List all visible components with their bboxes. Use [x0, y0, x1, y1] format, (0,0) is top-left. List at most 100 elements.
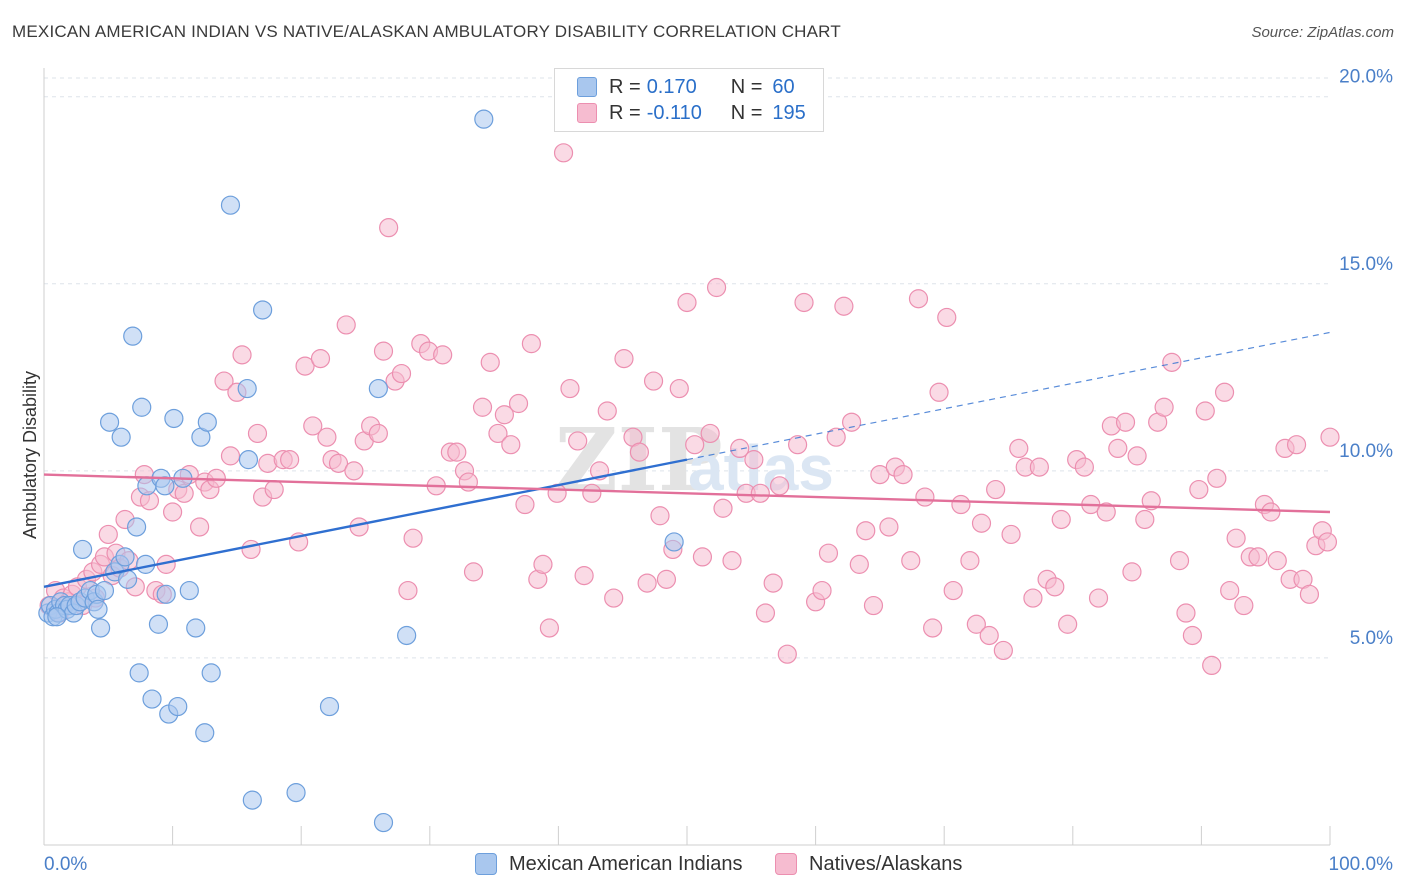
data-point-natives-alaskans	[842, 412, 862, 432]
data-point-natives-alaskans	[966, 614, 986, 634]
bottom-legend-label-pink: Natives/Alaskans	[809, 852, 963, 875]
data-point-mexican-american-indians	[186, 618, 206, 638]
legend-n-label: N =	[730, 75, 763, 98]
data-point-natives-alaskans	[643, 371, 664, 391]
data-point-natives-alaskans	[979, 625, 999, 646]
series-mexican-american-indians	[38, 109, 684, 833]
data-point-natives-alaskans	[533, 554, 553, 574]
legend-row-blue: R = 0.170 N = 60	[577, 74, 795, 100]
data-point-natives-alaskans	[1299, 584, 1320, 604]
data-point-natives-alaskans	[730, 438, 750, 459]
data-point-natives-alaskans	[472, 397, 493, 417]
data-point-mexican-american-indians	[368, 378, 388, 399]
data-point-natives-alaskans	[494, 405, 514, 425]
data-point-natives-alaskans	[1127, 446, 1147, 466]
data-point-mexican-american-indians	[319, 696, 340, 717]
legend-n-value: 195	[772, 101, 806, 124]
data-point-natives-alaskans	[1189, 479, 1209, 500]
data-point-natives-alaskans	[1195, 401, 1215, 421]
data-point-natives-alaskans	[597, 401, 617, 421]
data-point-natives-alaskans	[1096, 502, 1116, 522]
data-point-mexican-american-indians	[474, 109, 494, 129]
data-point-natives-alaskans	[1267, 551, 1287, 571]
data-point-natives-alaskans	[1226, 528, 1246, 548]
data-point-mexican-american-indians	[238, 450, 259, 470]
data-point-mexican-american-indians	[94, 580, 115, 601]
data-point-natives-alaskans	[317, 427, 337, 447]
data-point-mexican-american-indians	[242, 790, 262, 810]
data-point-natives-alaskans	[1207, 468, 1227, 488]
data-point-natives-alaskans	[929, 382, 949, 402]
data-point-natives-alaskans	[398, 580, 418, 601]
data-point-natives-alaskans	[856, 521, 876, 541]
axis-labels: 5.0% 10.0% 15.0% 20.0% 0.0% 100.0% Ambulatory …	[20, 67, 1393, 875]
data-point-natives-alaskans	[1058, 614, 1078, 634]
data-point-natives-alaskans	[755, 603, 776, 623]
data-point-natives-alaskans	[650, 506, 670, 526]
legend-r-label: R =	[609, 101, 641, 124]
data-point-natives-alaskans	[685, 435, 705, 455]
data-point-natives-alaskans	[220, 446, 241, 466]
data-point-mexican-american-indians	[90, 618, 111, 638]
data-point-natives-alaskans	[870, 464, 890, 485]
data-point-natives-alaskans	[310, 349, 331, 369]
data-point-natives-alaskans	[637, 573, 657, 593]
data-point-mexican-american-indians	[195, 723, 215, 743]
data-point-natives-alaskans	[744, 450, 764, 470]
trend-line-mexican-american-indians	[43, 458, 688, 589]
data-point-natives-alaskans	[1162, 352, 1182, 372]
data-point-natives-alaskans	[232, 345, 252, 365]
data-point-natives-alaskans	[458, 472, 478, 492]
data-point-mexican-american-indians	[168, 696, 188, 717]
data-point-natives-alaskans	[336, 315, 356, 335]
data-point-mexican-american-indians	[47, 607, 67, 627]
data-point-natives-alaskans	[190, 517, 210, 537]
data-point-natives-alaskans	[480, 352, 500, 372]
data-point-mexican-american-indians	[220, 195, 241, 215]
data-point-natives-alaskans	[568, 431, 588, 451]
data-point-natives-alaskans	[1320, 427, 1340, 447]
data-point-natives-alaskans	[214, 371, 234, 391]
data-point-natives-alaskans	[1317, 532, 1338, 552]
data-point-mexican-american-indians	[115, 547, 135, 567]
data-point-mexican-american-indians	[286, 783, 306, 803]
data-point-natives-alaskans	[1261, 502, 1281, 522]
data-point-natives-alaskans	[849, 554, 869, 574]
data-point-mexican-american-indians	[129, 663, 149, 683]
data-point-natives-alaskans	[993, 640, 1013, 661]
legend-n-label: N =	[730, 101, 763, 124]
data-point-natives-alaskans	[692, 547, 713, 567]
y-tick-label: 20.0%	[1339, 67, 1393, 88]
data-point-natives-alaskans	[893, 464, 913, 485]
data-point-natives-alaskans	[508, 393, 529, 414]
data-point-natives-alaskans	[433, 345, 453, 365]
data-point-natives-alaskans	[447, 442, 467, 462]
data-point-natives-alaskans	[1045, 577, 1065, 597]
y-tick-label: 15.0%	[1339, 254, 1393, 275]
y-tick-label: 10.0%	[1339, 441, 1393, 462]
data-point-natives-alaskans	[700, 423, 720, 444]
data-point-natives-alaskans	[1023, 588, 1043, 608]
data-point-natives-alaskans	[1029, 457, 1049, 477]
data-point-mexican-american-indians	[253, 300, 273, 320]
data-point-natives-alaskans	[960, 551, 980, 571]
data-point-natives-alaskans	[908, 289, 929, 309]
data-point-natives-alaskans	[986, 479, 1006, 500]
data-point-natives-alaskans	[264, 479, 284, 500]
data-point-natives-alaskans	[1088, 588, 1109, 608]
data-point-natives-alaskans	[1169, 551, 1190, 571]
data-point-natives-alaskans	[1176, 603, 1196, 623]
data-point-natives-alaskans	[1141, 491, 1161, 511]
data-point-natives-alaskans	[463, 562, 484, 582]
data-point-natives-alaskans	[1220, 580, 1240, 601]
data-point-natives-alaskans	[163, 502, 183, 522]
legend-swatch-pink	[577, 103, 597, 123]
y-axis-label: Ambulatory Disability	[20, 371, 40, 539]
legend: R = 0.170 N = 60 R = -0.110 N = 195	[554, 68, 824, 132]
data-point-mexican-american-indians	[148, 614, 169, 634]
data-point-natives-alaskans	[1182, 625, 1202, 646]
data-point-natives-alaskans	[539, 618, 559, 638]
data-point-mexican-american-indians	[155, 476, 175, 496]
legend-r-value: -0.110	[646, 101, 702, 124]
